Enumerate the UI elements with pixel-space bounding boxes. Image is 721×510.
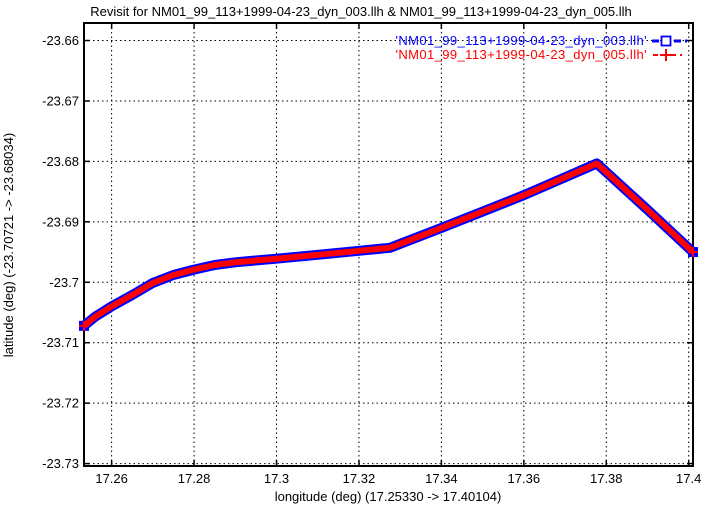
- series-line-dyn-003: [80, 158, 697, 330]
- x-tick-label-17.32: 17.32: [343, 471, 376, 486]
- legend-label-dyn-003: 'NM01_99_113+1999-04-23_dyn_003.llh': [395, 33, 647, 48]
- legend: 'NM01_99_113+1999-04-23_dyn_003.llh' 'NM…: [395, 33, 687, 62]
- y-tick-label--23.69: -23.69: [42, 214, 79, 229]
- x-tick-label-17.26: 17.26: [95, 471, 128, 486]
- series-line-dyn-005: [82, 160, 696, 329]
- x-tick-label-17.34: 17.34: [425, 471, 458, 486]
- tick-labels-layer: 17.26 17.28 17.3 17.32 17.34 17.36 17.38 17.4 -2…: [42, 33, 701, 486]
- legend-plus-marker-icon: [660, 49, 672, 61]
- y-tick-label--23.68: -23.68: [42, 154, 79, 169]
- axis-ticks-layer: [84, 23, 693, 466]
- x-tick-label-17.28: 17.28: [178, 471, 211, 486]
- chart-title: Revisit for NM01_99_113+1999-04-23_dyn_0…: [90, 4, 632, 19]
- legend-entry-dyn-005: 'NM01_99_113+1999-04-23_dyn_005.llh': [395, 47, 682, 62]
- gridlines-layer: [84, 23, 693, 466]
- series-endpoint-plus-marker-0: [79, 320, 89, 331]
- y-tick-label--23.71: -23.71: [42, 335, 79, 350]
- legend-label-dyn-005: 'NM01_99_113+1999-04-23_dyn_005.llh': [395, 47, 647, 62]
- legend-entry-dyn-003: 'NM01_99_113+1999-04-23_dyn_003.llh': [395, 33, 687, 48]
- y-tick-label--23.66: -23.66: [42, 33, 79, 48]
- y-tick-label--23.67: -23.67: [42, 93, 79, 108]
- plot-border-layer: [83, 22, 694, 467]
- y-tick-label--23.72: -23.72: [42, 396, 79, 411]
- x-tick-label-17.38: 17.38: [590, 471, 623, 486]
- legend-square-marker-icon: [660, 35, 672, 47]
- y-tick-label--23.7: -23.7: [49, 275, 79, 290]
- plot-border: [83, 22, 694, 467]
- data-series-layer: [79, 158, 698, 331]
- x-tick-label-17.4: 17.4: [676, 471, 701, 486]
- y-tick-label--23.73: -23.73: [42, 456, 79, 471]
- series-endpoint-plus-marker-1: [688, 247, 698, 258]
- y-axis-label: latitude (deg) (-23.70721 -> -23.68034): [1, 133, 16, 357]
- x-axis-label: longitude (deg) (17.25330 -> 17.40104): [275, 489, 502, 504]
- x-tick-label-17.3: 17.3: [264, 471, 289, 486]
- x-tick-label-17.36: 17.36: [508, 471, 541, 486]
